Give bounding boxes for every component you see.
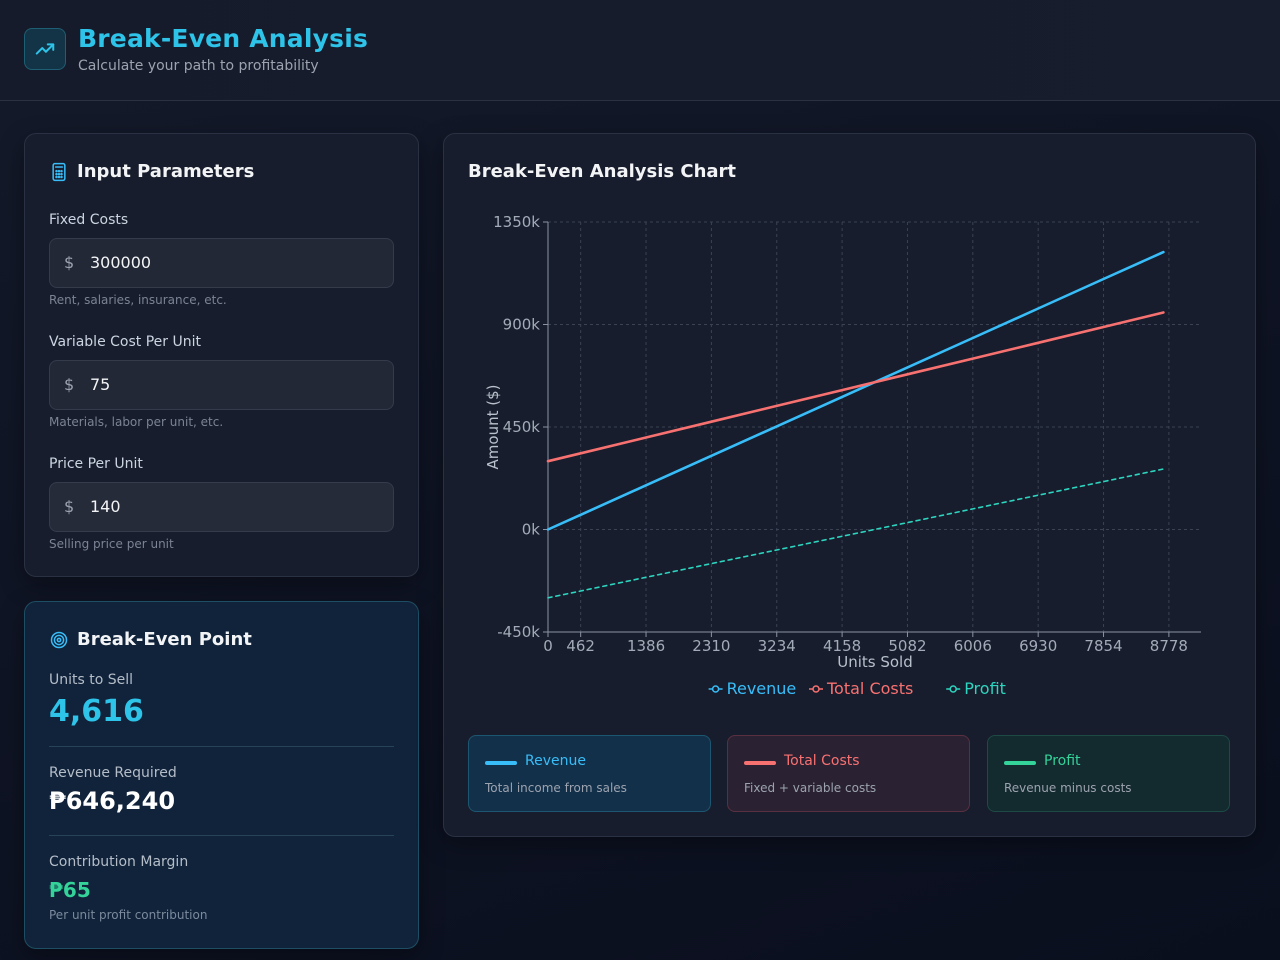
legend-card-profit: Profit Revenue minus costs — [987, 735, 1230, 812]
chart-card: Break-Even Analysis Chart 0 462 1386 2310 32… — [443, 133, 1256, 837]
x-tick-label: 8778 — [1150, 637, 1188, 655]
legend-card-desc: Revenue minus costs — [1004, 781, 1132, 795]
contribution-margin-label: Contribution Margin — [49, 854, 189, 870]
x-tick-label: 7854 — [1084, 637, 1122, 655]
currency-prefix: $ — [64, 497, 75, 516]
calculator-icon — [52, 162, 66, 182]
x-tick-label: 0 — [543, 637, 553, 655]
legend-marker-dot — [949, 685, 957, 693]
variable-cost-value[interactable]: 75 — [90, 375, 111, 394]
currency-prefix: $ — [64, 375, 75, 394]
x-tick-label: 3234 — [758, 637, 796, 655]
x-tick-label: 1386 — [627, 637, 665, 655]
fixed-costs-label: Fixed Costs — [49, 212, 129, 228]
legend-card-costs: Total Costs Fixed + variable costs — [727, 735, 970, 812]
break-even-chart: 0 462 1386 2310 3234 4158 5082 6006 6930 7854 8778… — [484, 213, 1201, 698]
x-tick-label: 5082 — [888, 637, 926, 655]
legend-card-desc: Fixed + variable costs — [744, 781, 877, 795]
revenue-swatch — [485, 761, 517, 765]
x-tick-label: 6006 — [954, 637, 992, 655]
profit-swatch — [1004, 761, 1036, 765]
currency-prefix: $ — [64, 253, 75, 272]
legend-marker-dot — [812, 685, 820, 693]
variable-cost-field[interactable]: $ 75 — [49, 360, 394, 410]
break-even-card: Break-Even Point Units to Sell 4,616 Rev… — [24, 601, 419, 949]
input-parameters-card: Input Parameters Fixed Costs $ 300000 Re… — [24, 133, 419, 577]
fixed-costs-field[interactable]: $ 300000 — [49, 238, 394, 288]
price-value[interactable]: 140 — [90, 497, 121, 516]
units-value: 4,616 — [49, 694, 144, 729]
x-tick-label: 2310 — [692, 637, 730, 655]
y-tick-label: 1350k — [493, 213, 540, 231]
y-tick-label: 900k — [503, 316, 541, 334]
y-tick-label: -450k — [497, 623, 540, 641]
legend-card-desc: Total income from sales — [485, 781, 627, 795]
legend-label: Total Costs — [826, 679, 913, 698]
series-line-profit — [547, 468, 1165, 599]
y-axis-title: Amount ($) — [484, 385, 502, 470]
divider — [49, 835, 394, 836]
legend-card-name: Total Costs — [784, 753, 860, 769]
contribution-margin-help: Per unit profit contribution — [49, 908, 208, 922]
legend-card-revenue: Revenue Total income from sales — [468, 735, 711, 812]
x-tick-label: 462 — [566, 637, 595, 655]
price-help: Selling price per unit — [49, 537, 174, 551]
legend-marker-dot — [711, 685, 720, 693]
input-parameters-title: Input Parameters — [77, 161, 255, 182]
units-label: Units to Sell — [49, 672, 134, 688]
y-tick-label: 0k — [522, 521, 541, 539]
x-axis-title: Units Sold — [837, 653, 913, 671]
fixed-costs-value[interactable]: 300000 — [90, 253, 152, 272]
x-tick-label: 4158 — [823, 637, 861, 655]
trending-up-icon — [35, 43, 55, 55]
chart-title: Break-Even Analysis Chart — [468, 161, 737, 182]
revenue-required-value: ₱646,240 — [49, 787, 176, 815]
legend-label: Profit — [964, 679, 1006, 698]
contribution-margin-value: ₱65 — [49, 878, 91, 902]
y-tick-label: 450k — [503, 418, 541, 436]
logo — [24, 28, 66, 70]
app-header: Break-Even Analysis Calculate your path … — [0, 0, 1280, 101]
divider — [49, 746, 394, 747]
target-icon — [50, 631, 68, 649]
price-field[interactable]: $ 140 — [49, 482, 394, 532]
page-title: Break-Even Analysis — [78, 24, 369, 53]
variable-cost-label: Variable Cost Per Unit — [49, 334, 201, 350]
series-line-total-costs — [546, 311, 1165, 463]
revenue-required-label: Revenue Required — [49, 765, 177, 781]
series-line-revenue — [546, 250, 1165, 531]
costs-swatch — [744, 761, 776, 765]
break-even-title: Break-Even Point — [77, 629, 252, 650]
x-tick-label: 6930 — [1019, 637, 1057, 655]
legend-card-name: Profit — [1044, 753, 1081, 769]
page-subtitle: Calculate your path to profitability — [78, 58, 319, 74]
legend-label: Revenue — [727, 679, 797, 698]
price-label: Price Per Unit — [49, 456, 143, 472]
fixed-costs-help: Rent, salaries, insurance, etc. — [49, 293, 227, 307]
legend-card-name: Revenue — [525, 753, 586, 769]
variable-cost-help: Materials, labor per unit, etc. — [49, 415, 224, 429]
